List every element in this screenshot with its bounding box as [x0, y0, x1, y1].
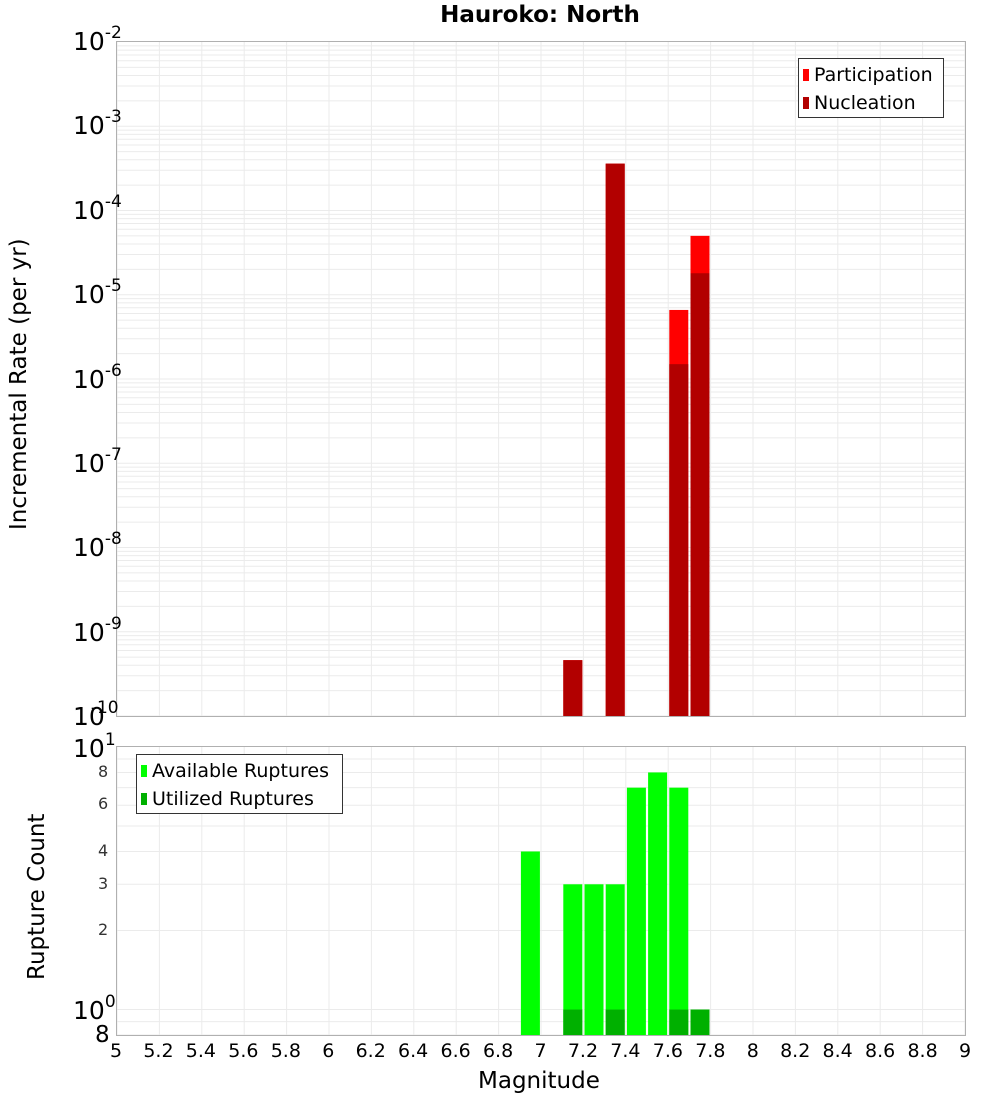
- top-y-tick-label: 10-7: [73, 451, 122, 476]
- top-legend: Participation Nucleation: [798, 58, 944, 118]
- bottom-legend: Available Ruptures Utilized Ruptures: [136, 754, 343, 814]
- top-y-tick-label: 10-4: [73, 198, 122, 223]
- top-y-tick-label: 10-5: [73, 282, 122, 307]
- top-y-tick-label: 10-10: [73, 704, 119, 729]
- available-bar: [585, 884, 604, 1035]
- x-tick-label: 7.8: [695, 1040, 725, 1062]
- x-tick-label: 5.4: [186, 1040, 216, 1062]
- x-tick-label: 5.8: [271, 1040, 301, 1062]
- bottom-y-minor-label-6: 6: [98, 794, 108, 813]
- x-tick-label: 8.2: [780, 1040, 810, 1062]
- available-bar: [669, 788, 688, 1035]
- available-bar: [627, 788, 646, 1035]
- utilized-swatch-icon: [141, 793, 147, 805]
- legend-item-nucleation: Nucleation: [803, 89, 937, 117]
- bottom-y-minor-label-8: 8: [98, 762, 108, 781]
- available-swatch-icon: [141, 765, 147, 777]
- participation-swatch-icon: [803, 69, 809, 81]
- x-tick-label: 6.2: [356, 1040, 386, 1062]
- x-tick-label: 6: [322, 1040, 334, 1062]
- available-bar: [521, 851, 540, 1035]
- bottom-y-minor-label-2: 2: [98, 920, 108, 939]
- nucleation-bar: [606, 164, 625, 716]
- bottom-y-axis-label: Rupture Count: [24, 814, 50, 980]
- chart-title: Hauroko: North: [0, 2, 1000, 28]
- available-bar: [648, 772, 667, 1035]
- utilized-bar: [669, 1010, 688, 1035]
- top-y-tick-label: 10-2: [73, 29, 122, 54]
- top-y-tick-label: 10-6: [73, 367, 122, 392]
- top-plot-svg: [117, 42, 965, 716]
- x-tick-label: 6.8: [483, 1040, 513, 1062]
- x-tick-label: 8.6: [865, 1040, 895, 1062]
- x-tick-label: 5.6: [228, 1040, 258, 1062]
- x-tick-label: 8: [747, 1040, 759, 1062]
- x-tick-label: 6.4: [398, 1040, 428, 1062]
- x-tick-label: 7.6: [653, 1040, 683, 1062]
- nucleation-bar: [563, 660, 582, 716]
- bottom-y-bottom-label: 8: [95, 1024, 110, 1047]
- x-axis-label: Magnitude: [478, 1068, 600, 1094]
- utilized-bar: [606, 1010, 625, 1035]
- nucleation-swatch-icon: [803, 97, 809, 109]
- x-tick-label: 7.4: [610, 1040, 640, 1062]
- bottom-y-top-label: 101: [73, 736, 116, 761]
- nucleation-bar: [691, 273, 710, 716]
- nucleation-bar: [669, 364, 688, 716]
- top-y-axis-label: Incremental Rate (per yr): [6, 238, 32, 530]
- legend-item-participation: Participation: [803, 61, 937, 89]
- bottom-y-minor-label-3: 3: [98, 874, 108, 893]
- top-plot-area: [116, 41, 966, 717]
- utilized-bar: [691, 1010, 710, 1035]
- x-tick-label: 7: [534, 1040, 546, 1062]
- x-tick-label: 9: [959, 1040, 971, 1062]
- x-tick-label: 7.2: [568, 1040, 598, 1062]
- x-tick-label: 8.4: [823, 1040, 853, 1062]
- legend-item-utilized: Utilized Ruptures: [141, 785, 336, 813]
- legend-item-available: Available Ruptures: [141, 757, 336, 785]
- x-tick-label: 5.2: [143, 1040, 173, 1062]
- x-tick-label: 6.6: [440, 1040, 470, 1062]
- bottom-y-mid-label: 100: [73, 998, 116, 1023]
- top-y-tick-label: 10-9: [73, 620, 122, 645]
- utilized-bar: [563, 1010, 582, 1035]
- top-y-tick-label: 10-3: [73, 113, 122, 138]
- top-y-tick-label: 10-8: [73, 535, 122, 560]
- x-tick-label: 5: [110, 1040, 122, 1062]
- bottom-y-minor-label-4: 4: [98, 841, 108, 860]
- x-tick-label: 8.8: [907, 1040, 937, 1062]
